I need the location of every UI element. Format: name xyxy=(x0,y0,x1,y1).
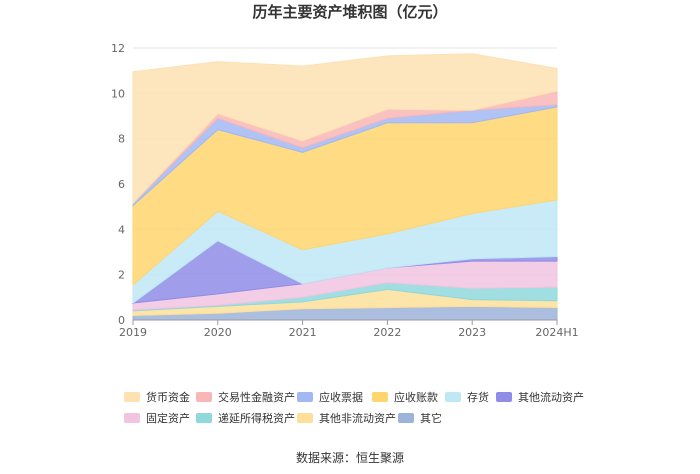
legend-label: 应收票据 xyxy=(319,390,363,404)
x-tick-label: 2024H1 xyxy=(535,326,578,339)
legend-label: 交易性金融资产 xyxy=(218,390,295,404)
legend-swatch xyxy=(124,413,140,423)
legend-swatch xyxy=(398,413,414,423)
x-tick-label: 2019 xyxy=(119,326,147,339)
legend-label: 存货 xyxy=(467,390,489,404)
axes: 2019 2020 2021 2022 2023 2024H1 xyxy=(119,319,579,339)
legend-label: 应收账款 xyxy=(394,390,438,404)
legend-swatch xyxy=(124,392,140,402)
x-tick-label: 2022 xyxy=(373,326,401,339)
y-tick-label: 12 xyxy=(111,42,125,55)
chart-title: 历年主要资产堆积图（亿元） xyxy=(252,3,447,21)
legend-swatch xyxy=(372,392,388,402)
y-tick-label: 0 xyxy=(118,314,125,327)
legend-swatch xyxy=(196,392,212,402)
legend-swatch xyxy=(196,413,212,423)
x-tick-label: 2023 xyxy=(458,326,486,339)
legend-swatch xyxy=(297,413,313,423)
legend-swatch xyxy=(445,392,461,402)
legend-label: 其他非流动资产 xyxy=(319,411,396,425)
y-tick-label: 6 xyxy=(118,178,125,191)
y-tick-label: 2 xyxy=(118,269,125,282)
legend-label: 其他流动资产 xyxy=(518,390,584,404)
legend-label: 其它 xyxy=(420,411,442,425)
y-tick-label: 4 xyxy=(118,223,125,236)
area-series xyxy=(131,53,558,321)
legend-label: 固定资产 xyxy=(146,411,190,425)
legend-swatch xyxy=(297,392,313,402)
legend-swatch xyxy=(496,392,512,402)
legend-label: 货币资金 xyxy=(146,390,190,404)
legend-label: 递延所得税资产 xyxy=(218,411,295,425)
data-source: 数据来源：恒生聚源 xyxy=(296,450,404,465)
area-9 xyxy=(132,53,558,205)
y-tick-label: 10 xyxy=(111,87,125,100)
x-tick-label: 2021 xyxy=(289,326,317,339)
x-tick-label: 2020 xyxy=(204,326,232,339)
y-tick-label: 8 xyxy=(118,133,125,146)
